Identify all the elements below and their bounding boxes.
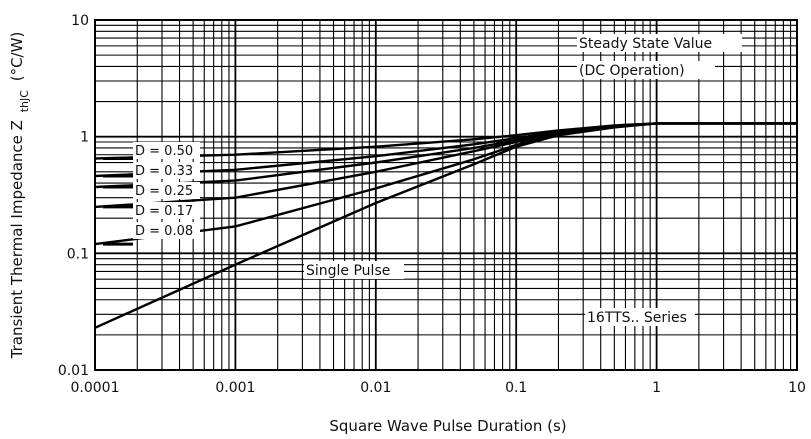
curve-label-box-5	[133, 222, 200, 239]
y-axis-title: Transient Thermal Impedance Z thJC (°C/W…	[8, 32, 32, 360]
curve-label-box-2	[133, 162, 200, 179]
curve-label-2: D = 0.33	[135, 164, 193, 179]
x-axis-title: Square Wave Pulse Duration (s)	[329, 417, 566, 435]
x-tick-label: 0.001	[215, 380, 255, 396]
curve-label-1: D = 0.50	[135, 144, 193, 159]
y-tick-label: 10	[71, 13, 89, 29]
label-boxes: D = 0.50 D = 0.33 D = 0.25 D = 0.17 D = 0.08…	[103, 34, 742, 326]
x-tick-label: 1	[652, 380, 661, 396]
y-tick-label: 0.01	[58, 363, 89, 379]
y-axis-title-unit: (°C/W)	[8, 32, 26, 82]
plot-frame	[94, 19, 798, 371]
x-tick-label: 0.0001	[71, 380, 120, 396]
curves	[94, 122, 797, 329]
curve-label-box-1	[133, 142, 200, 159]
annotation-dc-operation-box	[577, 61, 715, 79]
x-tick-label: 10	[788, 380, 806, 396]
curve-label-3: D = 0.25	[135, 184, 193, 199]
curve-label-box-3	[133, 182, 200, 199]
y-tick-label: 0.1	[67, 246, 89, 262]
x-tick-label: 0.01	[360, 380, 391, 396]
y-tick-label: 1	[80, 130, 89, 146]
y-axis-title-sub: thJC	[18, 90, 31, 113]
annotation-steady-state: Steady State Value	[579, 36, 712, 52]
y-axis-title-main: Transient Thermal Impedance Z	[8, 120, 26, 359]
annotation-single-pulse-box	[304, 261, 404, 279]
x-tick-label: 0.1	[505, 380, 527, 396]
annotation-steady-state-box	[577, 34, 742, 52]
curve-label-5: D = 0.08	[135, 224, 193, 239]
tick-labels: 0.0001 0.001 0.01 0.1 1 10 0.01 0.1 1 10	[58, 13, 806, 396]
annotation-series: 16TTS.. Series	[587, 310, 687, 326]
annotation-single-pulse: Single Pulse	[306, 263, 390, 279]
curve-label-4: D = 0.17	[135, 204, 193, 219]
annotation-dc-operation: (DC Operation)	[579, 63, 685, 79]
annotation-series-box	[585, 308, 695, 326]
curve-label-box-4	[133, 202, 200, 219]
series-line-6	[94, 122, 797, 329]
